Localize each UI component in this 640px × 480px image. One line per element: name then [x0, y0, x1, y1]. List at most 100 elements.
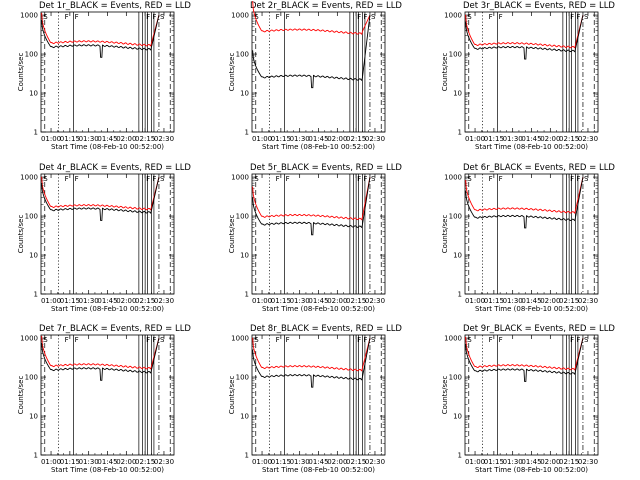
x-tick-label: 01:45 — [97, 297, 117, 305]
x-tick-label: 01:00 — [252, 458, 272, 466]
series-events-line — [41, 14, 160, 58]
x-tick-label: 01:00 — [41, 458, 61, 466]
y-axis-label: Counts/sec — [441, 215, 449, 254]
flag-label-f: F — [570, 13, 574, 21]
flag-label-s: S — [467, 13, 472, 21]
y-axis-label: Counts/sec — [228, 215, 236, 254]
y-tick-label: 100 — [25, 374, 38, 382]
detector-chart-6: Det 6r_BLACK = Events, RED = LLD 1 10 100 10… — [441, 163, 615, 313]
flag-label-f: F — [363, 336, 367, 344]
x-tick-label: 01:00 — [252, 135, 272, 143]
flag-label-f: F — [570, 336, 574, 344]
x-tick-label: 01:15 — [271, 297, 291, 305]
y-tick-label: 1000 — [20, 335, 38, 343]
y-tick-label: 1 — [458, 129, 462, 137]
flag-label-f: F — [276, 336, 280, 344]
y-tick-label: 1 — [245, 291, 249, 299]
x-tick-label: 01:30 — [79, 297, 99, 305]
x-tick-label: 01:00 — [252, 297, 272, 305]
y-tick-label: 10 — [453, 413, 462, 421]
x-tick-label: 01:30 — [503, 135, 523, 143]
y-axis-label: Counts/sec — [441, 53, 449, 92]
chart-title: Det 2r_BLACK = Events, RED = LLD — [250, 1, 402, 11]
flag-label-f: F — [146, 13, 150, 21]
y-axis-label: Counts/sec — [441, 376, 449, 415]
chart-title: Det 3r_BLACK = Events, RED = LLD — [463, 1, 615, 11]
y-tick-label: 1 — [34, 452, 38, 460]
x-tick-label: 02:30 — [154, 135, 174, 143]
flag-label-s: S — [371, 13, 376, 21]
x-axis-label: Start Time (08-Feb-10 00:52:00) — [475, 466, 588, 474]
detector-chart-9: Det 9r_BLACK = Events, RED = LLD 1 10 100 10… — [441, 324, 615, 474]
x-tick-label: 02:15 — [346, 135, 366, 143]
flag-label-f: F — [363, 175, 367, 183]
flag-label-f: F — [146, 336, 150, 344]
x-axis-label: Start Time (08-Feb-10 00:52:00) — [51, 305, 164, 313]
chart-title: Det 6r_BLACK = Events, RED = LLD — [463, 163, 615, 173]
series-lld-line — [252, 337, 371, 372]
flag-label-s: S — [584, 336, 589, 344]
x-tick-label: 02:00 — [327, 297, 347, 305]
flag-label-s: S — [43, 13, 48, 21]
flag-label-f: F — [75, 13, 79, 21]
y-tick-label: 100 — [25, 213, 38, 221]
x-tick-label: 01:30 — [79, 458, 99, 466]
flag-label-s: S — [254, 336, 259, 344]
x-tick-label: 02:00 — [116, 458, 136, 466]
flag-label-f: F — [489, 13, 493, 21]
series-lld-line — [465, 336, 584, 371]
x-tick-label: 01:45 — [308, 297, 328, 305]
series-lld-line — [41, 12, 160, 47]
flag-label-s: S — [160, 175, 165, 183]
x-tick-label: 01:15 — [60, 458, 80, 466]
x-axis-label: Start Time (08-Feb-10 00:52:00) — [51, 466, 164, 474]
x-tick-label: 02:30 — [578, 458, 598, 466]
flag-label-f: F — [357, 13, 361, 21]
y-tick-label: 10 — [29, 90, 38, 98]
series-events-line — [252, 338, 371, 388]
y-tick-label: 1 — [34, 129, 38, 137]
flag-label-f: F — [363, 13, 367, 21]
y-tick-label: 10 — [240, 90, 249, 98]
flag-label-s: S — [467, 336, 472, 344]
x-tick-label: 02:00 — [540, 135, 560, 143]
x-tick-label: 01:45 — [97, 458, 117, 466]
x-tick-label: 01:45 — [521, 135, 541, 143]
series-events-line — [465, 14, 584, 60]
x-tick-label: 02:15 — [346, 297, 366, 305]
x-tick-label: 02:30 — [578, 297, 598, 305]
series-events-line — [465, 337, 584, 382]
x-tick-label: 02:30 — [365, 135, 385, 143]
series-events-line — [41, 176, 160, 221]
flag-label-f: F — [65, 336, 69, 344]
flag-label-f: F — [152, 175, 156, 183]
flag-label-s: S — [254, 13, 259, 21]
flag-label-f: F — [75, 336, 79, 344]
flag-label-s: S — [160, 336, 165, 344]
flag-label-f: F — [152, 336, 156, 344]
x-tick-label: 01:00 — [465, 297, 485, 305]
flag-label-f: F — [65, 13, 69, 21]
series-events-line — [41, 337, 160, 381]
y-tick-label: 1 — [458, 291, 462, 299]
x-axis-label: Start Time (08-Feb-10 00:52:00) — [475, 143, 588, 151]
x-tick-label: 02:00 — [116, 297, 136, 305]
x-tick-label: 01:15 — [484, 458, 504, 466]
flag-label-f: F — [276, 13, 280, 21]
series-events-line — [252, 15, 371, 89]
flag-label-s: S — [371, 336, 376, 344]
x-tick-label: 02:15 — [135, 297, 155, 305]
x-tick-label: 01:15 — [271, 458, 291, 466]
flag-label-s: S — [160, 13, 165, 21]
flag-label-f: F — [357, 336, 361, 344]
flag-label-f: F — [499, 175, 503, 183]
series-lld-line — [41, 176, 160, 211]
y-tick-label: 100 — [449, 213, 462, 221]
flag-label-f: F — [489, 175, 493, 183]
flag-label-f: F — [499, 336, 503, 344]
flag-label-s: S — [584, 13, 589, 21]
y-tick-label: 10 — [453, 90, 462, 98]
x-tick-label: 01:00 — [465, 458, 485, 466]
x-tick-label: 02:30 — [154, 458, 174, 466]
